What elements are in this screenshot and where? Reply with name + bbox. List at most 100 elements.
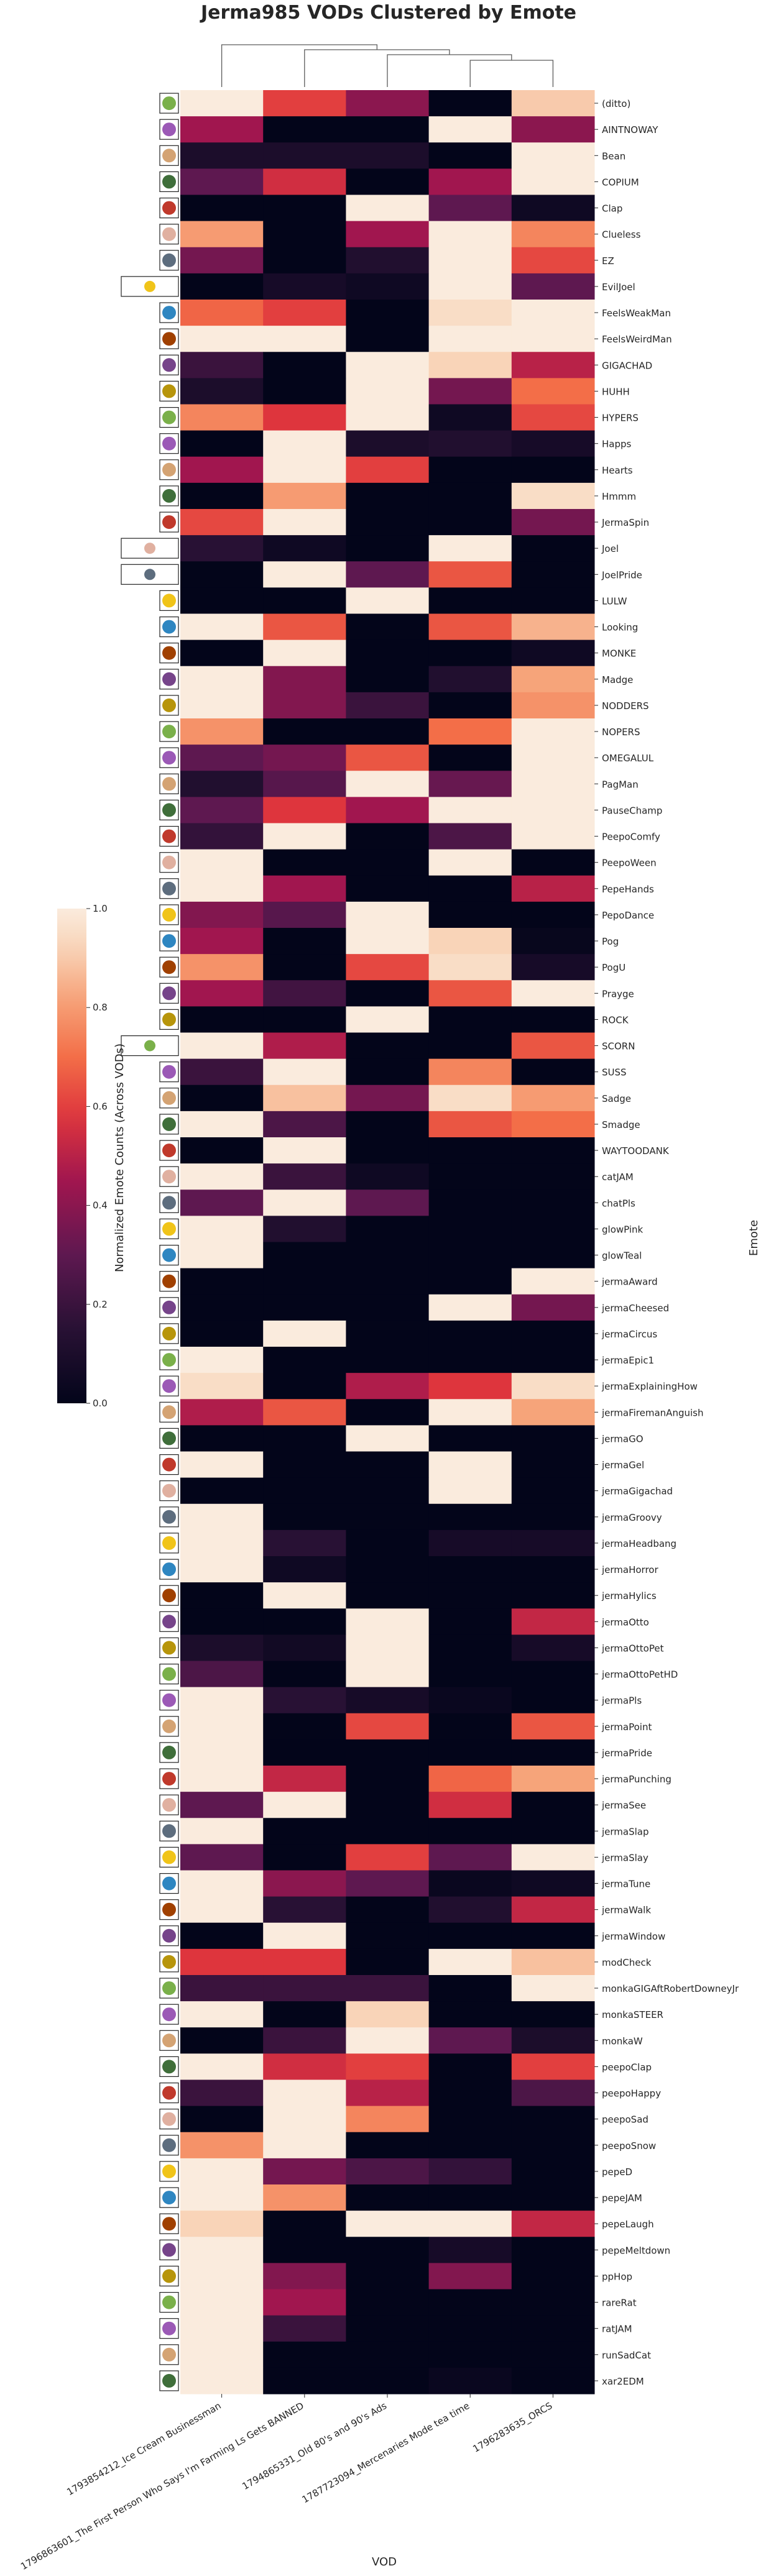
emote-thumbnail-icon bbox=[159, 2030, 179, 2051]
heatmap-cell bbox=[263, 718, 346, 745]
heatmap-cell bbox=[428, 1320, 512, 1347]
heatmap-cell bbox=[511, 326, 595, 352]
emote-thumbnail-icon bbox=[159, 119, 179, 140]
emote-tick-label: catJAM bbox=[602, 1171, 634, 1183]
heatmap-cell bbox=[180, 1896, 264, 1923]
emote-thumbnail-icon bbox=[121, 276, 179, 297]
emote-thumbnail-icon bbox=[159, 1978, 179, 1999]
emote-tick-label: jermaCheesed bbox=[601, 1303, 669, 1314]
emote-tick-label: ratJAM bbox=[602, 2324, 632, 2335]
heatmap-cell bbox=[511, 1373, 595, 1400]
heatmap-cell bbox=[428, 1373, 512, 1400]
heatmap-cell bbox=[180, 1818, 264, 1845]
emote-tick-label: monkaSTEER bbox=[602, 2009, 663, 2020]
heatmap-cell bbox=[180, 1189, 264, 1216]
emote-thumbnail-icon bbox=[159, 1323, 179, 1344]
heatmap-cell bbox=[346, 90, 430, 117]
heatmap-cell bbox=[428, 2289, 512, 2316]
heatmap-cell bbox=[346, 2211, 430, 2237]
heatmap-cell bbox=[263, 1347, 346, 1373]
heatmap-cell bbox=[180, 1948, 264, 1976]
emote-tick-label: jermaEpic1 bbox=[601, 1355, 654, 1366]
vod-tick-label: 1793854212_Ice Cream Businessman bbox=[65, 2400, 223, 2498]
heatmap-cell bbox=[428, 1844, 512, 1871]
heatmap-cell bbox=[180, 901, 264, 928]
heatmap-cell bbox=[511, 771, 595, 797]
heatmap-cell bbox=[428, 1687, 512, 1714]
heatmap-cell bbox=[180, 639, 264, 667]
emote-thumbnail-icon bbox=[159, 250, 179, 271]
heatmap-cell bbox=[346, 1084, 430, 1112]
heatmap-cell bbox=[263, 980, 346, 1007]
emote-thumbnail-icon bbox=[159, 2135, 179, 2156]
heatmap-cell bbox=[428, 1111, 512, 1138]
heatmap-cell bbox=[180, 1163, 264, 1190]
heatmap-cell bbox=[428, 954, 512, 981]
emote-thumbnail-icon bbox=[159, 1846, 179, 1868]
heatmap-cell bbox=[263, 1058, 346, 1086]
heatmap-cell bbox=[511, 168, 595, 196]
heatmap-cell bbox=[180, 1975, 264, 2002]
heatmap-cell bbox=[180, 587, 264, 615]
heatmap-cell bbox=[180, 300, 264, 326]
emote-thumbnail-icon bbox=[159, 773, 179, 794]
heatmap-cell bbox=[428, 2132, 512, 2159]
heatmap-cell bbox=[180, 1634, 264, 1662]
heatmap-cell bbox=[511, 116, 595, 143]
emote-thumbnail-icon bbox=[159, 2056, 179, 2077]
heatmap-cell bbox=[263, 901, 346, 928]
heatmap-cell bbox=[428, 247, 512, 274]
emote-thumbnail-icon bbox=[159, 1637, 179, 1658]
emote-thumbnail-icon bbox=[159, 1009, 179, 1030]
colorbar-label: Normalized Emote Counts (Across VODs) bbox=[113, 1043, 126, 1272]
emote-tick-label: Pog bbox=[602, 936, 619, 947]
heatmap-cell bbox=[428, 1189, 512, 1216]
heatmap-cell bbox=[511, 2263, 595, 2290]
heatmap-cell bbox=[263, 1268, 346, 1295]
vod-tick-label: 1787723094_Mercenaries Mode tea time bbox=[300, 2400, 472, 2506]
emote-tick-label: ROCK bbox=[602, 1014, 629, 1025]
heatmap-cell bbox=[180, 1111, 264, 1138]
heatmap-cell bbox=[263, 2027, 346, 2054]
heatmap-cell bbox=[511, 2027, 595, 2054]
heatmap-cell bbox=[180, 1373, 264, 1400]
heatmap-cell bbox=[428, 666, 512, 693]
heatmap-cell bbox=[263, 2237, 346, 2263]
emote-thumbnail-icon bbox=[121, 538, 179, 559]
emote-tick-label: PeepoWeen bbox=[602, 858, 657, 869]
emote-tick-label: Smadge bbox=[602, 1119, 640, 1130]
heatmap-cell bbox=[263, 2184, 346, 2211]
heatmap-cell bbox=[511, 300, 595, 326]
heatmap-cell bbox=[180, 1032, 264, 1060]
heatmap-cell bbox=[428, 639, 512, 667]
heatmap-cell bbox=[346, 1320, 430, 1347]
emote-thumbnail-icon bbox=[159, 590, 179, 612]
heatmap-cell bbox=[346, 2237, 430, 2263]
heatmap-cell bbox=[180, 823, 264, 850]
heatmap-cell bbox=[428, 901, 512, 928]
heatmap-cell bbox=[511, 1347, 595, 1373]
heatmap-cell bbox=[428, 1739, 512, 1766]
heatmap-cell bbox=[428, 2341, 512, 2368]
emote-tick-label: WAYTOODANK bbox=[602, 1145, 670, 1157]
colorbar-gradient bbox=[57, 909, 86, 1403]
heatmap-cell bbox=[511, 718, 595, 745]
heatmap-cell bbox=[428, 1896, 512, 1923]
heatmap-cell bbox=[263, 1792, 346, 1818]
heatmap-cell bbox=[180, 2211, 264, 2237]
vod-tick-label: 1796863601_The First Person Who Says I'm… bbox=[19, 2400, 306, 2573]
heatmap-cell bbox=[346, 1713, 430, 1740]
heatmap-cell bbox=[428, 1608, 512, 1635]
emote-tick-label: jermaOtto bbox=[601, 1616, 649, 1628]
heatmap-cell bbox=[346, 535, 430, 562]
heatmap-cell bbox=[180, 1320, 264, 1347]
emote-thumbnail-icon bbox=[159, 2083, 179, 2104]
heatmap-cell bbox=[511, 561, 595, 588]
emote-thumbnail-icon bbox=[159, 1166, 179, 1187]
emote-tick-label: jermaWindow bbox=[601, 1931, 665, 1942]
heatmap-cell bbox=[346, 2027, 430, 2054]
heatmap-cell bbox=[511, 1870, 595, 1897]
heatmap-cell bbox=[511, 1399, 595, 1426]
heatmap-cell bbox=[511, 745, 595, 771]
heatmap-cell bbox=[180, 1582, 264, 1609]
